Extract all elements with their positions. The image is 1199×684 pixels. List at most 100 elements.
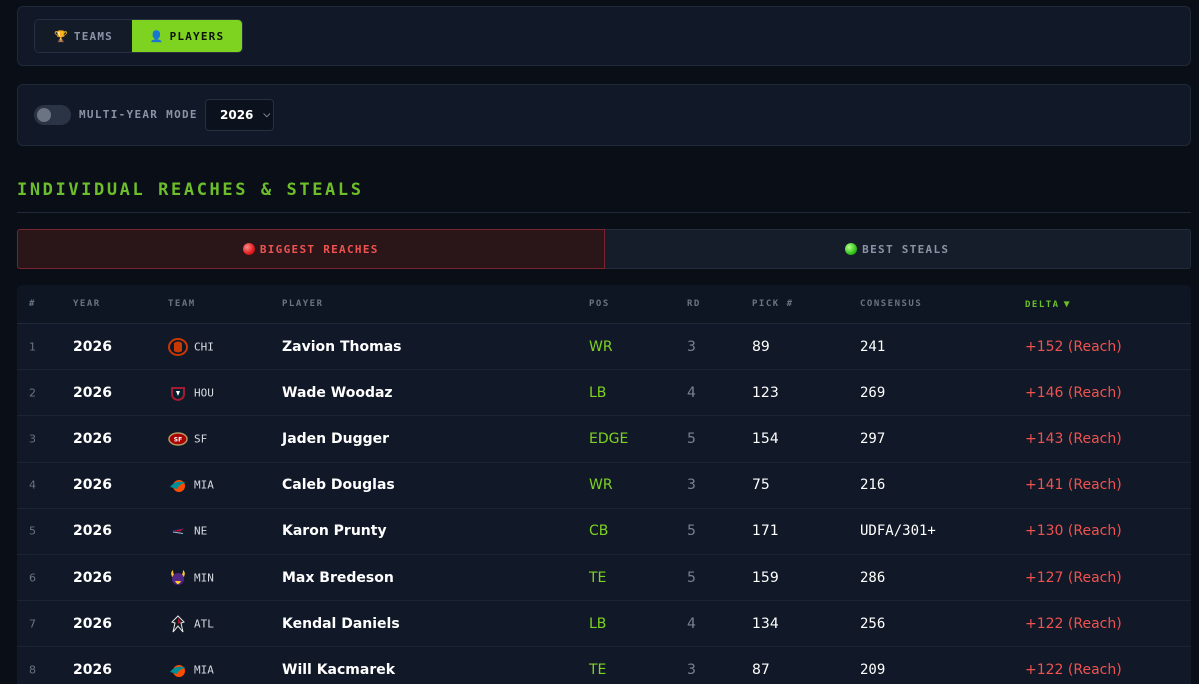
tab-biggest-reaches-label: BIGGEST REACHES (259, 242, 379, 256)
year-select[interactable]: 2026 ⌵ (205, 99, 274, 131)
row-delta: +146 (Reach) (1025, 384, 1122, 401)
header-player[interactable]: PLAYER (282, 299, 324, 309)
table-body: 1 2026 CHI Zavion Thomas WR 3 89 241 +152 (Reach… (17, 324, 1191, 684)
svg-text:SF: SF (174, 436, 182, 443)
row-consensus: 216 (860, 477, 886, 494)
sort-desc-icon: ▼ (1063, 299, 1072, 310)
row-year: 2026 (73, 338, 112, 355)
trophy-icon: 🏆 (53, 29, 69, 43)
bears-logo-icon (168, 337, 188, 357)
row-year: 2026 (73, 569, 112, 586)
mode-panel: MULTI-YEAR MODE 2026 ⌵ (17, 84, 1191, 146)
row-rank: 3 (29, 432, 36, 446)
row-team: NE (194, 524, 208, 538)
table-row[interactable]: 1 2026 CHI Zavion Thomas WR 3 89 241 +152 (Reach… (17, 324, 1191, 371)
row-rank: 7 (29, 617, 36, 631)
row-consensus: 297 (860, 430, 886, 447)
row-team: ATL (194, 617, 214, 631)
table-row[interactable]: 6 2026 MIN Max Bredeson TE 5 159 286 +127 (Reach… (17, 555, 1191, 602)
table-row[interactable]: 4 2026 MIA Caleb Douglas WR 3 75 216 +141 (Reach… (17, 463, 1191, 509)
row-consensus: 286 (860, 569, 886, 586)
reach-steal-tabs: BIGGEST REACHES BEST STEALS (17, 229, 1191, 269)
header-pos[interactable]: POS (589, 299, 610, 309)
row-pick: 171 (752, 523, 779, 540)
table-row[interactable]: 3 2026 SF SF Jaden Dugger EDGE 5 154 297 +143 (Re… (17, 416, 1191, 463)
row-pick: 123 (752, 384, 779, 401)
patriots-logo-icon (168, 521, 188, 541)
multi-year-toggle[interactable] (34, 105, 71, 125)
header-team[interactable]: TEAM (168, 299, 196, 309)
header-year[interactable]: YEAR (73, 299, 101, 309)
falcons-logo-icon (168, 614, 188, 634)
row-round: 3 (687, 477, 696, 494)
texans-logo-icon (168, 383, 188, 403)
table-row[interactable]: 5 2026 NE Karon Prunty CB 5 171 UDFA/301+ +130 (… (17, 509, 1191, 555)
teams-view-label: TEAMS (73, 29, 114, 43)
row-player[interactable]: Karon Prunty (282, 523, 387, 540)
table-row[interactable]: 8 2026 MIA Will Kacmarek TE 3 87 209 +122 (Reach… (17, 647, 1191, 684)
vikings-logo-icon (168, 568, 188, 588)
row-team: MIA (194, 663, 214, 677)
row-pick: 89 (752, 338, 770, 355)
tab-best-steals-label: BEST STEALS (862, 242, 950, 256)
row-pos: WR (589, 477, 613, 494)
row-delta: +122 (Reach) (1025, 615, 1122, 632)
header-consensus[interactable]: CONSENSUS (860, 299, 923, 309)
dolphins-logo-icon (168, 475, 188, 495)
row-round: 5 (687, 523, 696, 540)
row-player[interactable]: Kendal Daniels (282, 615, 400, 632)
table-row[interactable]: 7 2026 ATL Kendal Daniels LB 4 134 256 +122 (Rea… (17, 601, 1191, 648)
row-round: 5 (687, 569, 696, 586)
players-view-label: PLAYERS (169, 29, 225, 43)
row-player[interactable]: Caleb Douglas (282, 477, 395, 494)
row-consensus: 241 (860, 338, 886, 355)
row-player[interactable]: Max Bredeson (282, 569, 394, 586)
header-rd[interactable]: RD (687, 299, 701, 309)
green-circle-icon (845, 243, 858, 255)
row-pos: LB (589, 615, 607, 632)
row-delta: +130 (Reach) (1025, 523, 1122, 540)
row-year: 2026 (73, 430, 112, 447)
row-player[interactable]: Zavion Thomas (282, 338, 402, 355)
teams-view-button[interactable]: 🏆 TEAMS (35, 20, 132, 52)
row-delta: +122 (Reach) (1025, 661, 1122, 678)
row-player[interactable]: Jaden Dugger (282, 430, 390, 447)
header-rank[interactable]: # (29, 299, 36, 309)
row-year: 2026 (73, 523, 112, 540)
row-pick: 154 (752, 430, 779, 447)
row-year: 2026 (73, 384, 112, 401)
row-delta: +141 (Reach) (1025, 477, 1122, 494)
row-pick: 87 (752, 661, 770, 678)
row-round: 4 (687, 384, 696, 401)
table-row[interactable]: 2 2026 HOU Wade Woodaz LB 4 123 269 +146 (Reach) (17, 370, 1191, 417)
header-pick[interactable]: PICK # (752, 299, 794, 309)
tab-best-steals[interactable]: BEST STEALS (604, 229, 1191, 269)
row-consensus: 209 (860, 661, 886, 678)
row-round: 3 (687, 338, 696, 355)
row-team: HOU (194, 386, 214, 400)
row-consensus: 256 (860, 615, 886, 632)
row-rank: 6 (29, 571, 36, 585)
header-delta[interactable]: DELTA ▼ (1025, 299, 1071, 310)
row-player[interactable]: Wade Woodaz (282, 384, 393, 401)
row-pos: TE (589, 569, 607, 586)
row-pos: WR (589, 338, 613, 355)
section-divider (17, 212, 1191, 213)
row-player[interactable]: Will Kacmarek (282, 661, 396, 678)
reaches-table: # YEAR TEAM PLAYER POS RD PICK # CONSENS… (17, 285, 1191, 684)
row-pick: 75 (752, 477, 770, 494)
players-view-button[interactable]: 👤 PLAYERS (132, 20, 242, 52)
tab-biggest-reaches[interactable]: BIGGEST REACHES (17, 229, 605, 269)
view-toggle-panel: 🏆 TEAMS 👤 PLAYERS (17, 6, 1191, 66)
toggle-knob (37, 108, 51, 122)
row-rank: 4 (29, 478, 36, 492)
user-icon: 👤 (149, 29, 165, 43)
row-consensus: 269 (860, 384, 886, 401)
row-pos: TE (589, 661, 607, 678)
49ers-logo-icon: SF (168, 429, 188, 449)
row-year: 2026 (73, 661, 112, 678)
row-team: CHI (194, 340, 214, 354)
row-pos: CB (589, 523, 609, 540)
row-rank: 2 (29, 386, 36, 400)
table-header: # YEAR TEAM PLAYER POS RD PICK # CONSENS… (17, 285, 1191, 324)
